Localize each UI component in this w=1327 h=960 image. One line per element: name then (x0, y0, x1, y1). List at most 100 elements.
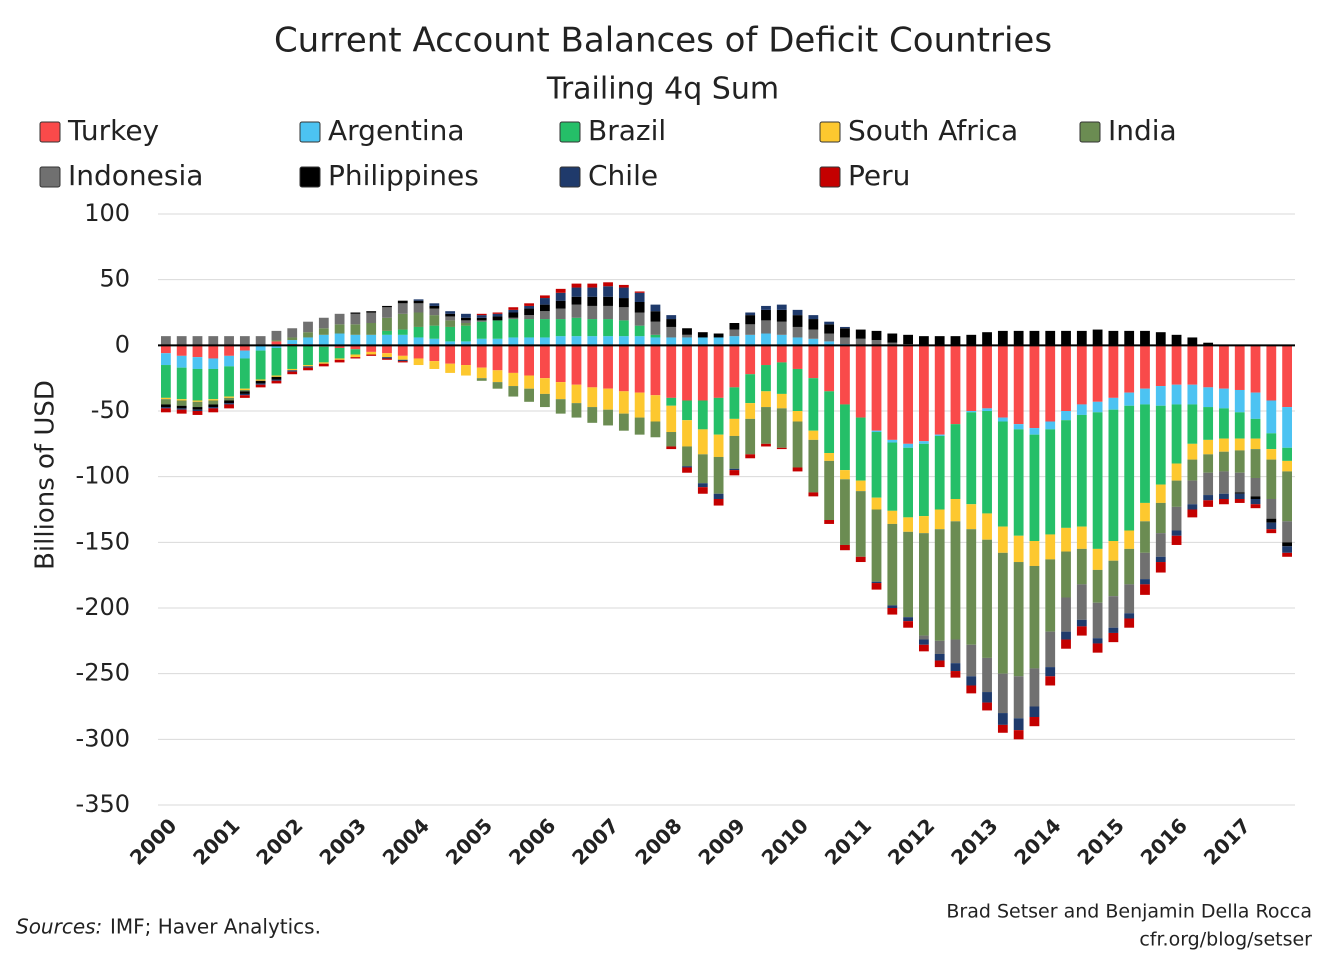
bar-segment (271, 330, 282, 341)
bar-segment (1076, 404, 1087, 415)
bar-segment (950, 521, 961, 640)
bar-segment (871, 345, 882, 431)
bar-segment (1155, 484, 1166, 503)
x-tick-label: 2003 (314, 813, 370, 869)
bar-segment (982, 411, 992, 514)
legend-swatch (299, 121, 321, 143)
bar-segment (1045, 667, 1056, 677)
bar-segment (508, 319, 519, 338)
bar-segment (697, 487, 708, 494)
bar-segment (871, 340, 882, 346)
bar-segment (382, 345, 392, 354)
legend-swatch (559, 121, 581, 143)
bar-segment (1203, 500, 1214, 507)
bar-segment (650, 304, 661, 312)
x-tick-label: 2017 (1199, 813, 1255, 869)
x-tick-label: 2011 (820, 813, 876, 869)
bar-segment (555, 288, 566, 293)
bar-segment (350, 334, 361, 346)
bar-segment (1045, 631, 1056, 668)
y-tick-label: -100 (76, 462, 130, 490)
bar-segment (761, 391, 771, 408)
legend-label: Philippines (328, 159, 479, 192)
bar-segment (1061, 639, 1071, 649)
legend-swatch (39, 121, 61, 143)
bar-segment (1108, 409, 1119, 542)
bar-segment (1092, 329, 1103, 346)
bar-segment (445, 320, 456, 327)
bar-segment (966, 685, 977, 694)
bar-segment (982, 345, 992, 409)
bar-segment (824, 460, 835, 521)
bar-segment (713, 456, 724, 494)
bar-segment (382, 307, 392, 318)
bar-segment (997, 724, 1008, 733)
bar-segment (1061, 597, 1071, 632)
bar-segment (1282, 345, 1292, 408)
bar-segment (1266, 518, 1277, 523)
bar-segment (1061, 527, 1071, 552)
bar-segment (776, 304, 787, 310)
bar-segment (887, 510, 898, 524)
bar-segment (255, 336, 266, 346)
bar-segment (887, 605, 898, 608)
bar-segment (855, 345, 866, 418)
bar-segment (1187, 443, 1198, 460)
bar-segment (713, 493, 724, 499)
bar-segment (1061, 330, 1071, 346)
bar-segment (524, 375, 534, 389)
bar-segment (1171, 345, 1182, 385)
x-tick-label: 2002 (251, 813, 307, 869)
bar-segment (1203, 472, 1214, 496)
legend-label: South Africa (848, 114, 1018, 147)
bar-segment (287, 337, 298, 341)
bar-segment (855, 480, 866, 492)
bar-segment (287, 340, 298, 345)
bar-segment (950, 345, 961, 425)
bar-segment (745, 374, 756, 404)
bar-segment (461, 313, 471, 318)
bar-segment (303, 366, 313, 368)
bar-segment (208, 345, 219, 359)
bar-segment (855, 338, 866, 346)
bar-segment (855, 417, 866, 481)
bar-segment (334, 333, 345, 346)
bar-segment (840, 470, 850, 480)
legend-swatch (39, 166, 61, 188)
bar-segment (1250, 477, 1261, 497)
bar-segment (429, 308, 440, 316)
bar-segment (950, 336, 961, 346)
bar-segment (461, 323, 471, 326)
bar-segment (855, 329, 866, 339)
bar-segment (287, 345, 298, 369)
bar-segment (919, 639, 929, 645)
bar-segment (618, 345, 629, 392)
bar-segment (366, 351, 377, 355)
bar-segment (1092, 643, 1103, 653)
bar-segment (1013, 330, 1024, 346)
legend-label: Brazil (588, 114, 666, 147)
bar-segment (1234, 493, 1245, 499)
bar-segment (792, 421, 803, 468)
bar-segment (318, 317, 329, 329)
bar-segment (1045, 534, 1056, 560)
bar-segment (824, 341, 835, 346)
bar-segment (1140, 345, 1150, 389)
bar-segment (808, 345, 819, 379)
bar-segment (982, 408, 992, 411)
bar-segment (192, 357, 203, 369)
bar-segment (697, 337, 708, 346)
bar-segment (208, 368, 219, 400)
bar-segment (492, 338, 503, 346)
bar-segment (1282, 460, 1292, 472)
bar-segment (1250, 345, 1261, 393)
bar-segment (808, 338, 819, 346)
bar-segment (239, 336, 250, 346)
bar-segment (966, 644, 977, 677)
bar-segment (1282, 447, 1292, 461)
bar-segment (1171, 480, 1182, 507)
bar-segment (824, 321, 835, 325)
x-tick-label: 2016 (1136, 813, 1192, 869)
bar-segment (524, 303, 534, 306)
bar-segment (1234, 412, 1245, 439)
